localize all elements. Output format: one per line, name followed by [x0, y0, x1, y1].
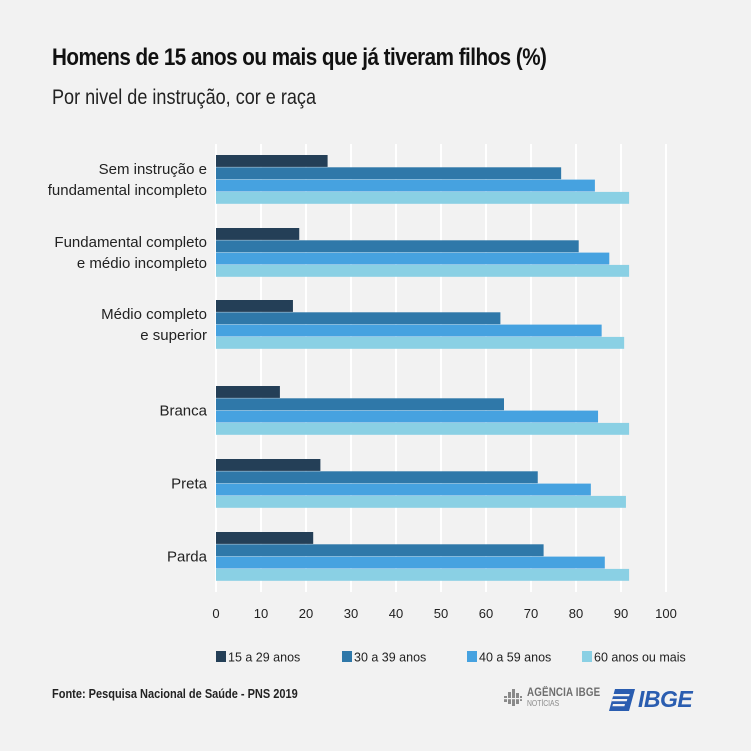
x-tick-label: 60 [479, 606, 493, 621]
bar [216, 483, 591, 496]
legend-swatch [342, 651, 352, 662]
bar [216, 252, 610, 265]
x-tick-label: 100 [655, 606, 677, 621]
category-label: Parda [167, 549, 208, 566]
legend-swatch [216, 651, 226, 662]
bar [216, 167, 562, 180]
bars [216, 155, 630, 581]
bar [216, 568, 630, 581]
bar [216, 398, 504, 411]
x-tick-label: 40 [389, 606, 403, 621]
bar [216, 410, 599, 423]
ibge-logo: IBGE [609, 686, 693, 713]
gridlines [215, 144, 667, 592]
bar [216, 422, 630, 435]
chart-title: Homens de 15 anos ou mais que já tiveram… [52, 44, 547, 71]
legend-label: 30 a 39 anos [354, 651, 426, 665]
x-tick-label: 80 [569, 606, 583, 621]
x-tick-label: 20 [299, 606, 313, 621]
bar [216, 179, 595, 192]
bar [216, 228, 300, 240]
bar [216, 532, 314, 544]
legend-swatch [467, 651, 477, 662]
category-label: Médio completo [101, 306, 207, 323]
category-label: e médio incompleto [77, 255, 207, 272]
agencia-ibge-logo: AGÊNCIA IBGE NOTÍCIAS [503, 687, 613, 709]
ibge-logo-text: IBGE [638, 686, 693, 712]
source-note: Fonte: Pesquisa Nacional de Saúde - PNS … [52, 687, 298, 701]
category-label: fundamental incompleto [48, 182, 207, 199]
bar [216, 155, 328, 167]
legend: 15 a 29 anos 30 a 39 anos 40 a 59 anos 60 a… [216, 651, 686, 665]
legend-label: 60 anos ou mais [594, 651, 686, 665]
bar [216, 386, 280, 398]
bar [216, 495, 626, 508]
ibge-logo-icon [609, 688, 635, 711]
agencia-logo-subtext: NOTÍCIAS [527, 699, 560, 709]
category-labels: Sem instrução e fundamental incompleto Fun… [48, 161, 208, 565]
bar [216, 240, 579, 253]
bar [216, 300, 293, 312]
category-label: e superior [140, 327, 207, 344]
bar [216, 336, 625, 349]
bar [216, 324, 602, 337]
category-label: Sem instrução e [99, 161, 207, 178]
legend-swatch [582, 651, 592, 662]
bar [216, 459, 321, 471]
bar [216, 264, 630, 277]
agencia-logo-text: AGÊNCIA IBGE [527, 686, 601, 699]
x-tick-labels: 0 10 20 30 40 50 60 70 80 90 100 [212, 606, 676, 621]
category-label: Branca [159, 403, 207, 420]
bar [216, 556, 605, 569]
bar [216, 544, 544, 557]
legend-label: 40 a 59 anos [479, 651, 551, 665]
bar [216, 471, 538, 484]
chart-subtitle: Por nivel de instrução, cor e raça [52, 86, 317, 109]
bar [216, 312, 501, 325]
x-tick-label: 10 [254, 606, 268, 621]
x-tick-label: 30 [344, 606, 358, 621]
legend-label: 15 a 29 anos [228, 651, 300, 665]
x-tick-label: 70 [524, 606, 538, 621]
category-label: Fundamental completo [54, 234, 207, 251]
category-label: Preta [171, 476, 208, 493]
x-tick-label: 90 [614, 606, 628, 621]
agencia-logo-icon [503, 689, 523, 706]
x-tick-label: 50 [434, 606, 448, 621]
x-tick-label: 0 [212, 606, 219, 621]
bar [216, 191, 630, 204]
